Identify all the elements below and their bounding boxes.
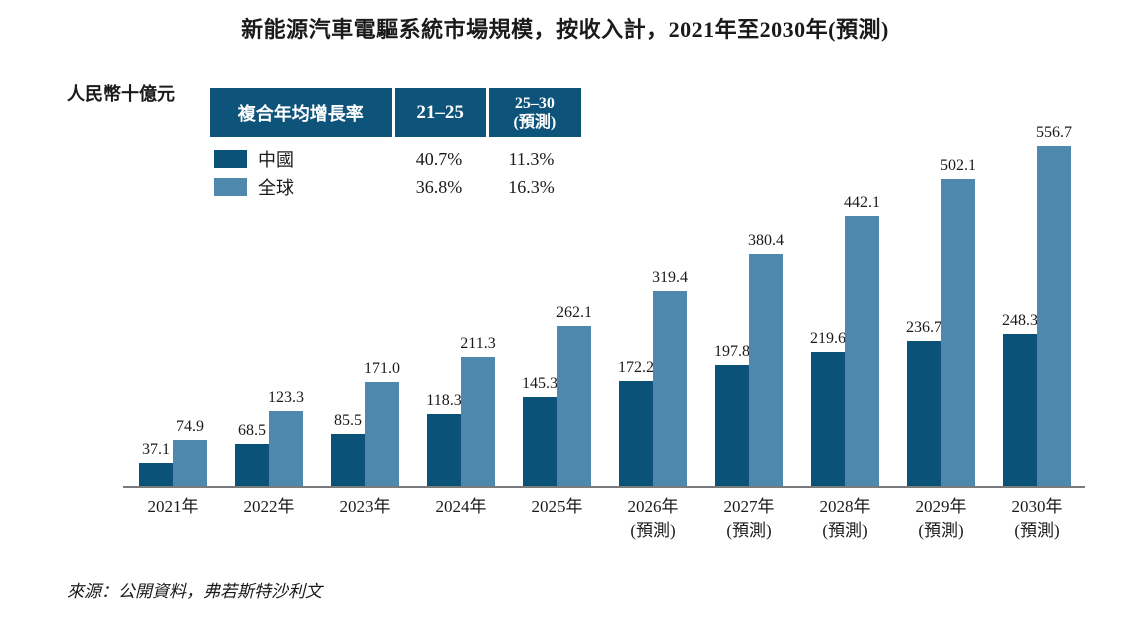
bar-中國-2025年 — [523, 397, 557, 486]
legend-header-cagr: 複合年均增長率 — [237, 103, 364, 124]
bar-全球-2023年 — [365, 382, 399, 486]
value-label-全球-2028年: 442.1 — [844, 194, 880, 211]
bar-全球-2026年 — [653, 291, 687, 486]
legend-header-21-25: 21–25 — [391, 88, 486, 137]
chart-title: 新能源汽車電驅系統市場規模，按收入計，2021年至2030年(預測) — [241, 17, 889, 42]
x-axis-label-2024年: 2024年 — [435, 497, 487, 516]
bar-中國-2027年 — [715, 365, 749, 486]
bar-中國-2026年 — [619, 381, 653, 486]
legend-table-header: 複合年均增長率 21–25 25–30 (預測) — [210, 88, 581, 137]
bar-中國-2024年 — [427, 414, 461, 486]
value-label-全球-2024年: 211.3 — [460, 335, 496, 352]
bar-全球-2021年 — [173, 440, 207, 486]
value-label-中國-2021年: 37.1 — [142, 441, 170, 458]
china-cagr-25-30: 11.3% — [508, 148, 555, 169]
value-label-全球-2026年: 319.4 — [652, 269, 688, 286]
global-cagr-21-25: 36.8% — [415, 176, 463, 197]
value-label-全球-2030年: 556.7 — [1036, 124, 1072, 141]
bar-中國-2022年 — [235, 444, 269, 486]
legend-table: 複合年均增長率 21–25 25–30 (預測) 中國 40.7% 11.3% … — [210, 88, 581, 201]
x-axis-label-2030年: 2030年 (預測) — [1011, 497, 1063, 540]
x-axis-label-2023年: 2023年 — [339, 497, 391, 516]
value-label-中國-2030年: 248.3 — [1002, 312, 1038, 329]
value-label-中國-2024年: 118.3 — [426, 392, 462, 409]
x-axis-label-2021年: 2021年 — [147, 497, 199, 516]
value-label-全球-2023年: 171.0 — [364, 360, 400, 377]
x-axis-label-2027年: 2027年 (預測) — [723, 497, 775, 540]
bar-全球-2028年 — [845, 216, 879, 486]
bar-中國-2029年 — [907, 341, 941, 486]
x-axis-label-2025年: 2025年 — [531, 497, 583, 516]
bar-全球-2025年 — [557, 326, 591, 486]
value-label-全球-2027年: 380.4 — [748, 232, 784, 249]
x-axis-label-2029年: 2029年 (預測) — [915, 497, 967, 540]
x-axis-label-2026年: 2026年 (預測) — [627, 497, 679, 540]
bar-中國-2023年 — [331, 434, 365, 486]
value-label-中國-2023年: 85.5 — [334, 412, 362, 429]
bar-全球-2024年 — [461, 357, 495, 486]
bar-中國-2021年 — [139, 463, 173, 486]
legend-header-25-30: 25–30 (預測) — [485, 88, 581, 137]
plot-area: 37.1 74.9 68.5 123.3 85.5 171.0 118.3 211.3 145.… — [123, 124, 1085, 486]
x-axis-label-2022年: 2022年 — [243, 497, 295, 516]
legend-row-china: 中國 40.7% 11.3% — [210, 145, 581, 173]
value-label-中國-2022年: 68.5 — [238, 422, 266, 439]
bar-中國-2028年 — [811, 352, 845, 486]
value-label-中國-2028年: 219.6 — [810, 330, 846, 347]
bar-全球-2030年 — [1037, 146, 1071, 486]
china-cagr-21-25: 40.7% — [415, 148, 463, 169]
global-cagr-25-30: 16.3% — [508, 176, 555, 197]
value-label-全球-2025年: 262.1 — [556, 304, 592, 321]
value-label-中國-2027年: 197.8 — [714, 343, 750, 360]
source-note: 來源：公開資料，弗若斯特沙利文 — [67, 582, 322, 601]
value-label-全球-2029年: 502.1 — [940, 157, 976, 174]
value-label-全球-2022年: 123.3 — [268, 389, 304, 406]
bar-全球-2029年 — [941, 179, 975, 486]
bar-全球-2022年 — [269, 411, 303, 486]
bar-全球-2027年 — [749, 254, 783, 486]
value-label-中國-2026年: 172.2 — [618, 359, 654, 376]
legend-label-global: 全球 — [258, 178, 294, 198]
legend-label-china: 中國 — [258, 150, 294, 170]
bar-中國-2030年 — [1003, 334, 1037, 486]
legend-row-global: 全球 36.8% 16.3% — [210, 173, 581, 201]
x-axis-label-2028年: 2028年 (預測) — [819, 497, 871, 540]
value-label-全球-2021年: 74.9 — [176, 418, 204, 435]
china-series-swatch — [214, 150, 247, 168]
x-axis-line — [123, 486, 1085, 488]
global-series-swatch — [214, 178, 247, 196]
value-label-中國-2029年: 236.7 — [906, 319, 942, 336]
value-label-中國-2025年: 145.3 — [522, 375, 558, 392]
y-axis-unit-label: 人民幣十億元 — [67, 84, 175, 104]
